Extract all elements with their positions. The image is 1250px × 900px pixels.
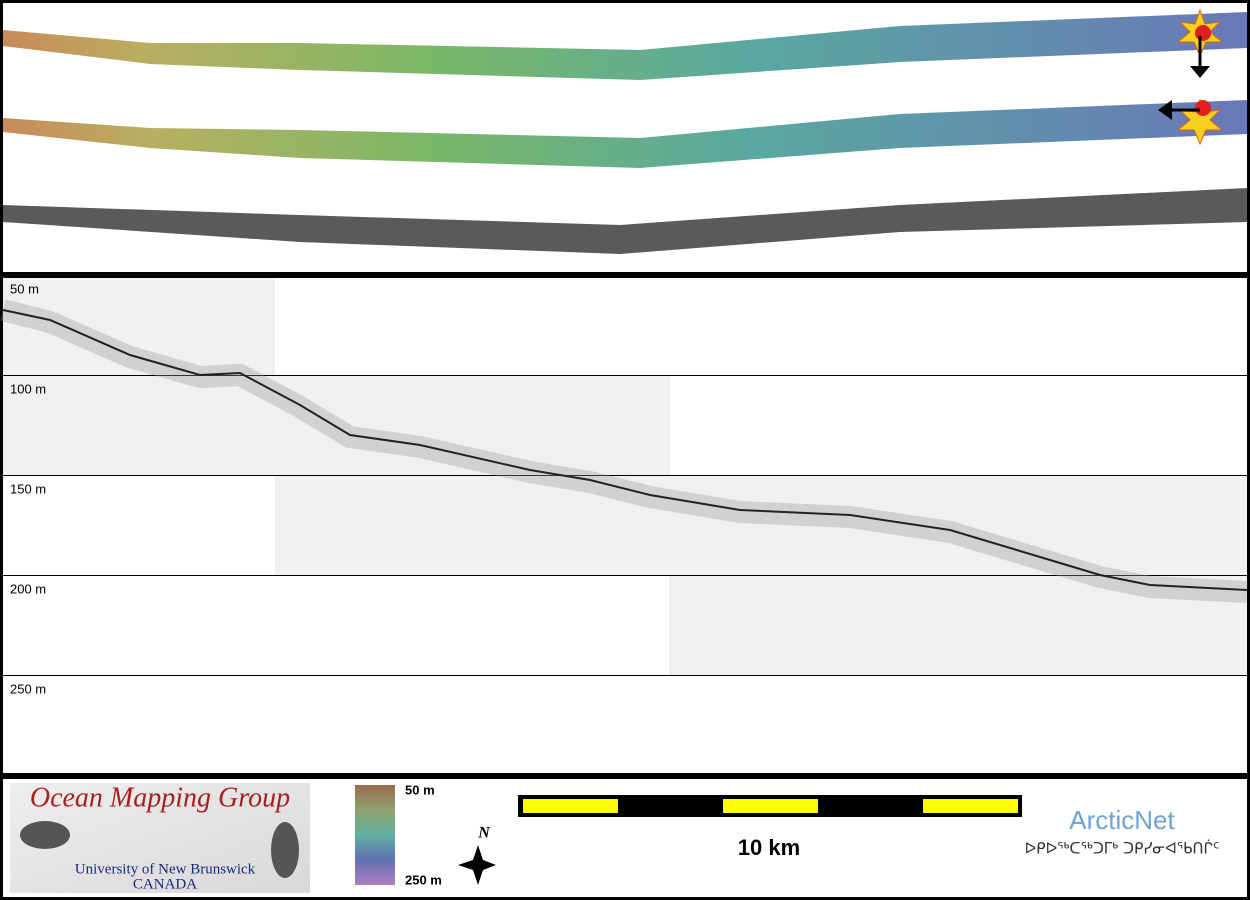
depth-label: 50 m [10,281,39,296]
depth-label: 150 m [10,481,46,496]
subbottom-texture [0,299,1248,603]
compass-rose [458,845,496,885]
depth-label: 200 m [10,581,46,596]
colorbar [355,785,395,885]
logo-title: Ocean Mapping Group [30,782,290,813]
partner-syllabics: ᐅᑭᐅᖅᑕᖅᑐᒥᒃ ᑐᑭᓯᓂᐊᖃᑎᒌᑦ [1025,840,1220,858]
colorbar-label: 50 m [405,782,435,797]
colorbar-label: 250 m [405,872,442,887]
sun-icon [1158,8,1224,146]
depth-grid [3,375,1247,676]
logo-country: CANADA [133,876,197,892]
logo-graphic [271,822,299,878]
partner-name: ArcticNet [1069,805,1175,835]
depth-label: 250 m [10,681,46,696]
logo-university: University of New Brunswick [75,861,256,877]
logo-graphic [20,821,70,849]
bathymetry-strip [3,100,1247,168]
backscatter-strip [3,188,1247,254]
bathymetry-strip [3,12,1247,80]
compass-label: N [477,825,491,842]
depth-label: 100 m [10,381,46,396]
scale-bar [518,795,1022,817]
depth-labels: 50 m 100 m 150 m 200 m 250 m [10,281,46,696]
seabed-profile [2,309,1248,591]
scale-label: 10 km [738,835,800,860]
profile-background [3,278,1247,675]
